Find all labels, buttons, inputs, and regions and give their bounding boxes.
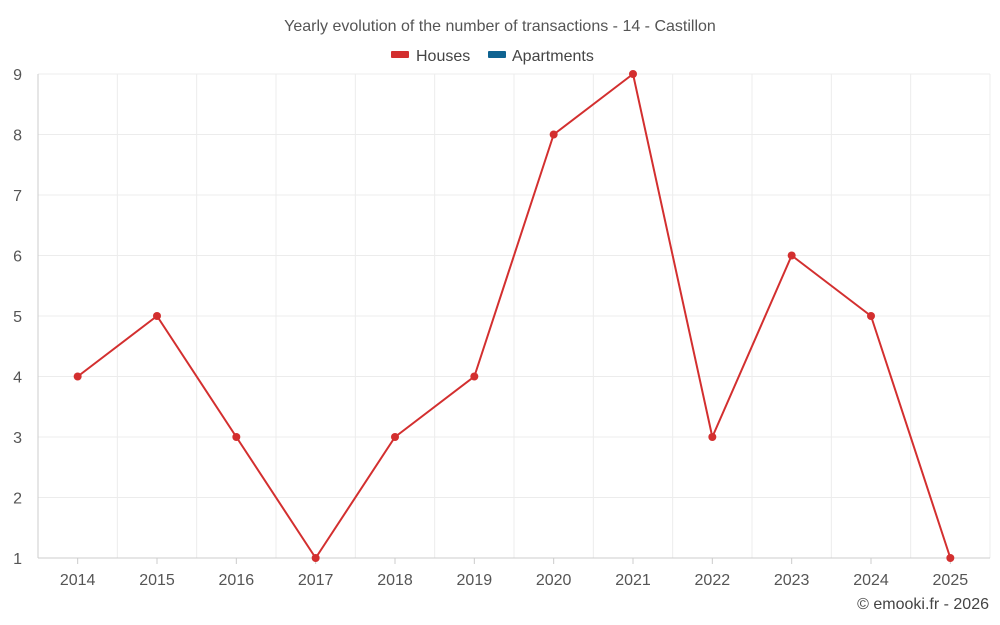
y-tick-label: 5 bbox=[13, 309, 22, 326]
y-tick-label: 7 bbox=[13, 188, 22, 205]
x-tick-label: 2018 bbox=[377, 572, 413, 589]
data-point-houses[interactable] bbox=[153, 312, 161, 320]
y-tick-label: 4 bbox=[13, 370, 22, 387]
data-point-houses[interactable] bbox=[311, 554, 320, 562]
legend-item-apartments[interactable]: Apartments bbox=[488, 48, 594, 65]
credit-text: © emooki.fr - 2026 bbox=[857, 596, 989, 613]
data-point-houses[interactable] bbox=[708, 433, 717, 441]
data-point-houses[interactable] bbox=[470, 372, 479, 381]
legend: Houses Apartments bbox=[391, 48, 594, 65]
data-point-houses[interactable] bbox=[232, 433, 241, 441]
chart-title: Yearly evolution of the number of transa… bbox=[284, 18, 716, 35]
legend-label-houses: Houses bbox=[416, 48, 470, 65]
data-point-houses[interactable] bbox=[73, 372, 82, 381]
x-tick-label: 2025 bbox=[933, 572, 969, 589]
x-tick-label: 2016 bbox=[219, 572, 255, 589]
y-tick-label: 6 bbox=[13, 249, 22, 266]
legend-label-apartments: Apartments bbox=[512, 48, 594, 65]
data-point-houses[interactable] bbox=[549, 130, 558, 139]
x-tick-label: 2017 bbox=[298, 572, 334, 589]
x-tick-label: 2020 bbox=[536, 572, 572, 589]
data-point-houses[interactable] bbox=[867, 312, 875, 320]
data-point-houses[interactable] bbox=[629, 70, 637, 78]
x-tick-label: 2021 bbox=[615, 572, 651, 589]
x-tick-label: 2015 bbox=[139, 572, 175, 589]
y-tick-label: 8 bbox=[13, 128, 22, 145]
x-tick-label: 2024 bbox=[853, 572, 889, 589]
data-point-houses[interactable] bbox=[946, 554, 955, 562]
x-tick-label: 2022 bbox=[695, 572, 731, 589]
data-point-houses[interactable] bbox=[391, 433, 399, 441]
legend-item-houses[interactable]: Houses bbox=[391, 48, 470, 65]
x-tick-label: 2023 bbox=[774, 572, 810, 589]
y-tick-label: 3 bbox=[13, 430, 22, 447]
y-tick-label: 1 bbox=[13, 551, 22, 568]
x-tick-label: 2019 bbox=[457, 572, 493, 589]
data-point-houses[interactable] bbox=[787, 251, 796, 260]
y-tick-label: 9 bbox=[13, 67, 22, 84]
series bbox=[73, 70, 955, 562]
axes: 1 2 3 4 5 6 7 8 9 2014 2015 2016 2017 2018 2019 2020 202… bbox=[13, 67, 990, 589]
legend-swatch-apartments bbox=[488, 51, 506, 58]
grid bbox=[37, 73, 991, 559]
series-line-houses bbox=[76, 73, 952, 559]
x-tick-label: 2014 bbox=[60, 572, 96, 589]
y-tick-label: 2 bbox=[13, 491, 22, 508]
legend-swatch-houses bbox=[391, 51, 409, 58]
